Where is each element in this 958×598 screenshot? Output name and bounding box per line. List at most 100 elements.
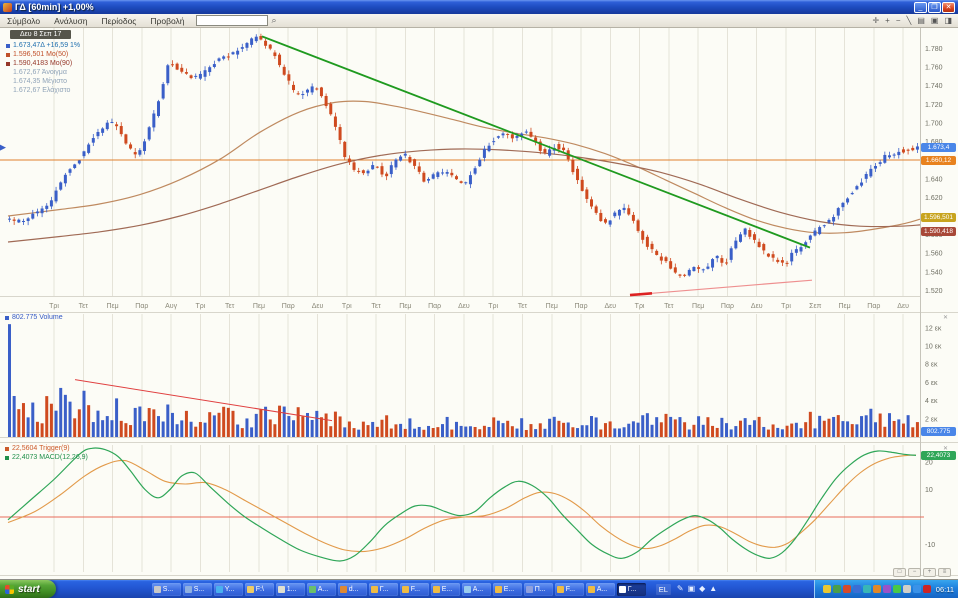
task-button-13[interactable]: Π... bbox=[523, 582, 553, 596]
grid-icon[interactable]: ▤ bbox=[917, 15, 925, 25]
shield-icon[interactable]: ◆ bbox=[699, 584, 706, 593]
zoom-out-icon[interactable]: − bbox=[895, 15, 901, 25]
volume-pane-close-icon[interactable]: ✕ bbox=[943, 315, 949, 321]
tray-icon[interactable] bbox=[872, 585, 881, 593]
svg-text:10 εκ: 10 εκ bbox=[925, 344, 942, 351]
svg-text:Πεμ: Πεμ bbox=[546, 303, 558, 310]
svg-text:Πεμ: Πεμ bbox=[692, 303, 704, 310]
legend-text: 1.590,4183 Μο(90) bbox=[13, 60, 73, 67]
svg-text:Τετ: Τετ bbox=[371, 303, 381, 310]
display-icon[interactable]: ▣ bbox=[687, 584, 696, 593]
task-button-5[interactable]: 1... bbox=[275, 582, 305, 596]
task-button-2[interactable]: S... bbox=[182, 582, 212, 596]
windows-logo-icon bbox=[5, 584, 14, 594]
svg-text:12 εκ: 12 εκ bbox=[925, 325, 942, 332]
zoom-in-icon[interactable]: + bbox=[885, 15, 890, 25]
pencil-icon[interactable]: ✎ bbox=[676, 584, 684, 593]
legend-text: 1.672,67 Άνοιγμα bbox=[13, 69, 67, 76]
task-button-10[interactable]: E... bbox=[430, 582, 460, 596]
language-indicator[interactable]: EL bbox=[655, 583, 671, 595]
task-button-label: A... bbox=[472, 585, 484, 593]
chart-canvas[interactable]: Τρι Τετ Πεμ Παρ Αυγ Τρι Τετ Πεμ Παρ Δευ Τρι Τετ Πεμ Π… bbox=[0, 28, 958, 580]
close-button[interactable]: ✕ bbox=[942, 1, 955, 13]
search-icon[interactable]: ⌕ bbox=[271, 15, 277, 25]
svg-text:Δευ: Δευ bbox=[751, 303, 763, 310]
svg-text:1.540: 1.540 bbox=[925, 269, 943, 276]
symbol-search-input[interactable] bbox=[195, 15, 268, 26]
task-button-icon bbox=[432, 585, 440, 593]
task-button-14[interactable]: F... bbox=[554, 582, 584, 596]
task-button-15[interactable]: A... bbox=[585, 582, 615, 596]
task-button-label: Γ... bbox=[627, 585, 637, 593]
task-button-label: F... bbox=[410, 585, 421, 593]
window-icon[interactable]: ▣ bbox=[930, 15, 939, 25]
task-button-label: 1... bbox=[286, 585, 297, 593]
task-button-7[interactable]: d... bbox=[337, 582, 367, 596]
menu-item-2[interactable]: Ανάλυση bbox=[54, 15, 88, 26]
titlebar[interactable]: ΓΔ [60min] +1,00% _ ❐ ✕ bbox=[0, 0, 958, 14]
task-button-label: S... bbox=[162, 585, 174, 593]
task-button-icon bbox=[463, 585, 471, 593]
support-line bbox=[629, 279, 813, 297]
tray-icon[interactable] bbox=[852, 585, 861, 593]
downtrend-line bbox=[261, 35, 811, 249]
task-button-label: Y... bbox=[224, 585, 235, 593]
minimize-button[interactable]: _ bbox=[914, 1, 927, 13]
nav-box-button[interactable]: □ bbox=[893, 568, 906, 577]
task-button-11[interactable]: A... bbox=[461, 582, 491, 596]
tray-icon[interactable] bbox=[892, 585, 901, 593]
last-price-marker bbox=[0, 144, 6, 151]
task-button-label: A... bbox=[596, 585, 608, 593]
chart-area[interactable]: Τρι Τετ Πεμ Παρ Αυγ Τρι Τετ Πεμ Παρ Δευ Τρι Τετ Πεμ Π… bbox=[0, 28, 958, 580]
task-button-label: Γ... bbox=[379, 585, 389, 593]
tray-icon[interactable] bbox=[862, 585, 871, 593]
task-button-12[interactable]: E... bbox=[492, 582, 522, 596]
nav-zoom-out-button[interactable]: − bbox=[908, 568, 921, 577]
menu-item-3[interactable]: Περίοδος bbox=[101, 15, 137, 26]
menu-item-1[interactable]: Σύμβολο bbox=[7, 15, 41, 26]
tray-icon[interactable] bbox=[832, 585, 841, 593]
tray-icon[interactable] bbox=[822, 585, 831, 593]
save-icon[interactable]: ◨ bbox=[944, 15, 952, 25]
price-axis-badge: 1.596,501 bbox=[921, 212, 956, 222]
task-button-9[interactable]: F... bbox=[399, 582, 429, 596]
task-button-1[interactable]: S... bbox=[151, 582, 181, 596]
app-icon bbox=[3, 2, 12, 12]
volume-trend-line bbox=[74, 379, 333, 422]
chart-nav-buttons: □ − + ≡ bbox=[893, 568, 951, 577]
menu-item-4[interactable]: Προβολή bbox=[150, 15, 185, 26]
chevron-icon[interactable]: ▲ bbox=[709, 584, 718, 593]
svg-text:Δευ: Δευ bbox=[458, 303, 470, 310]
svg-text:1.680: 1.680 bbox=[925, 139, 943, 146]
svg-text:Σεπ: Σεπ bbox=[809, 303, 821, 310]
y-axis-ticks: 1.7801.7601.7401.7201.7001.6801.6601.640… bbox=[925, 46, 943, 577]
tray-icon[interactable] bbox=[912, 585, 921, 593]
tray-icon[interactable] bbox=[902, 585, 911, 593]
tray-icon[interactable] bbox=[842, 585, 851, 593]
pan-icon[interactable]: ✛ bbox=[872, 15, 880, 25]
tray-icons bbox=[822, 585, 931, 593]
task-button-icon bbox=[339, 585, 347, 593]
legend-row: 802.775 Volume bbox=[5, 313, 63, 322]
legend-bullet-icon bbox=[6, 52, 10, 57]
task-button-6[interactable]: A... bbox=[306, 582, 336, 596]
legend-row: 22,4073 MACD(12,26,9) bbox=[5, 453, 88, 462]
tray-icon[interactable] bbox=[882, 585, 891, 593]
tray-icon[interactable] bbox=[922, 585, 931, 593]
pane-separators bbox=[0, 28, 958, 576]
trendline-icon[interactable]: ╲ bbox=[906, 15, 912, 25]
task-button-4[interactable]: F:\ bbox=[244, 582, 274, 596]
task-button-3[interactable]: Y... bbox=[213, 582, 243, 596]
legend-bullet-icon bbox=[5, 455, 9, 460]
start-button[interactable]: start bbox=[0, 580, 56, 598]
task-button-8[interactable]: Γ... bbox=[368, 582, 398, 596]
legend-row: 1.674,35 Μέγιστο bbox=[6, 77, 80, 86]
svg-text:Δευ: Δευ bbox=[605, 303, 617, 310]
restore-button[interactable]: ❐ bbox=[928, 1, 941, 13]
task-button-16[interactable]: Γ... bbox=[616, 582, 646, 596]
svg-text:Τρι: Τρι bbox=[49, 303, 59, 310]
ma90-line bbox=[7, 148, 921, 243]
nav-zoom-in-button[interactable]: + bbox=[923, 568, 936, 577]
nav-menu-button[interactable]: ≡ bbox=[938, 568, 951, 577]
macd-pane-close-icon[interactable]: ✕ bbox=[943, 446, 949, 452]
